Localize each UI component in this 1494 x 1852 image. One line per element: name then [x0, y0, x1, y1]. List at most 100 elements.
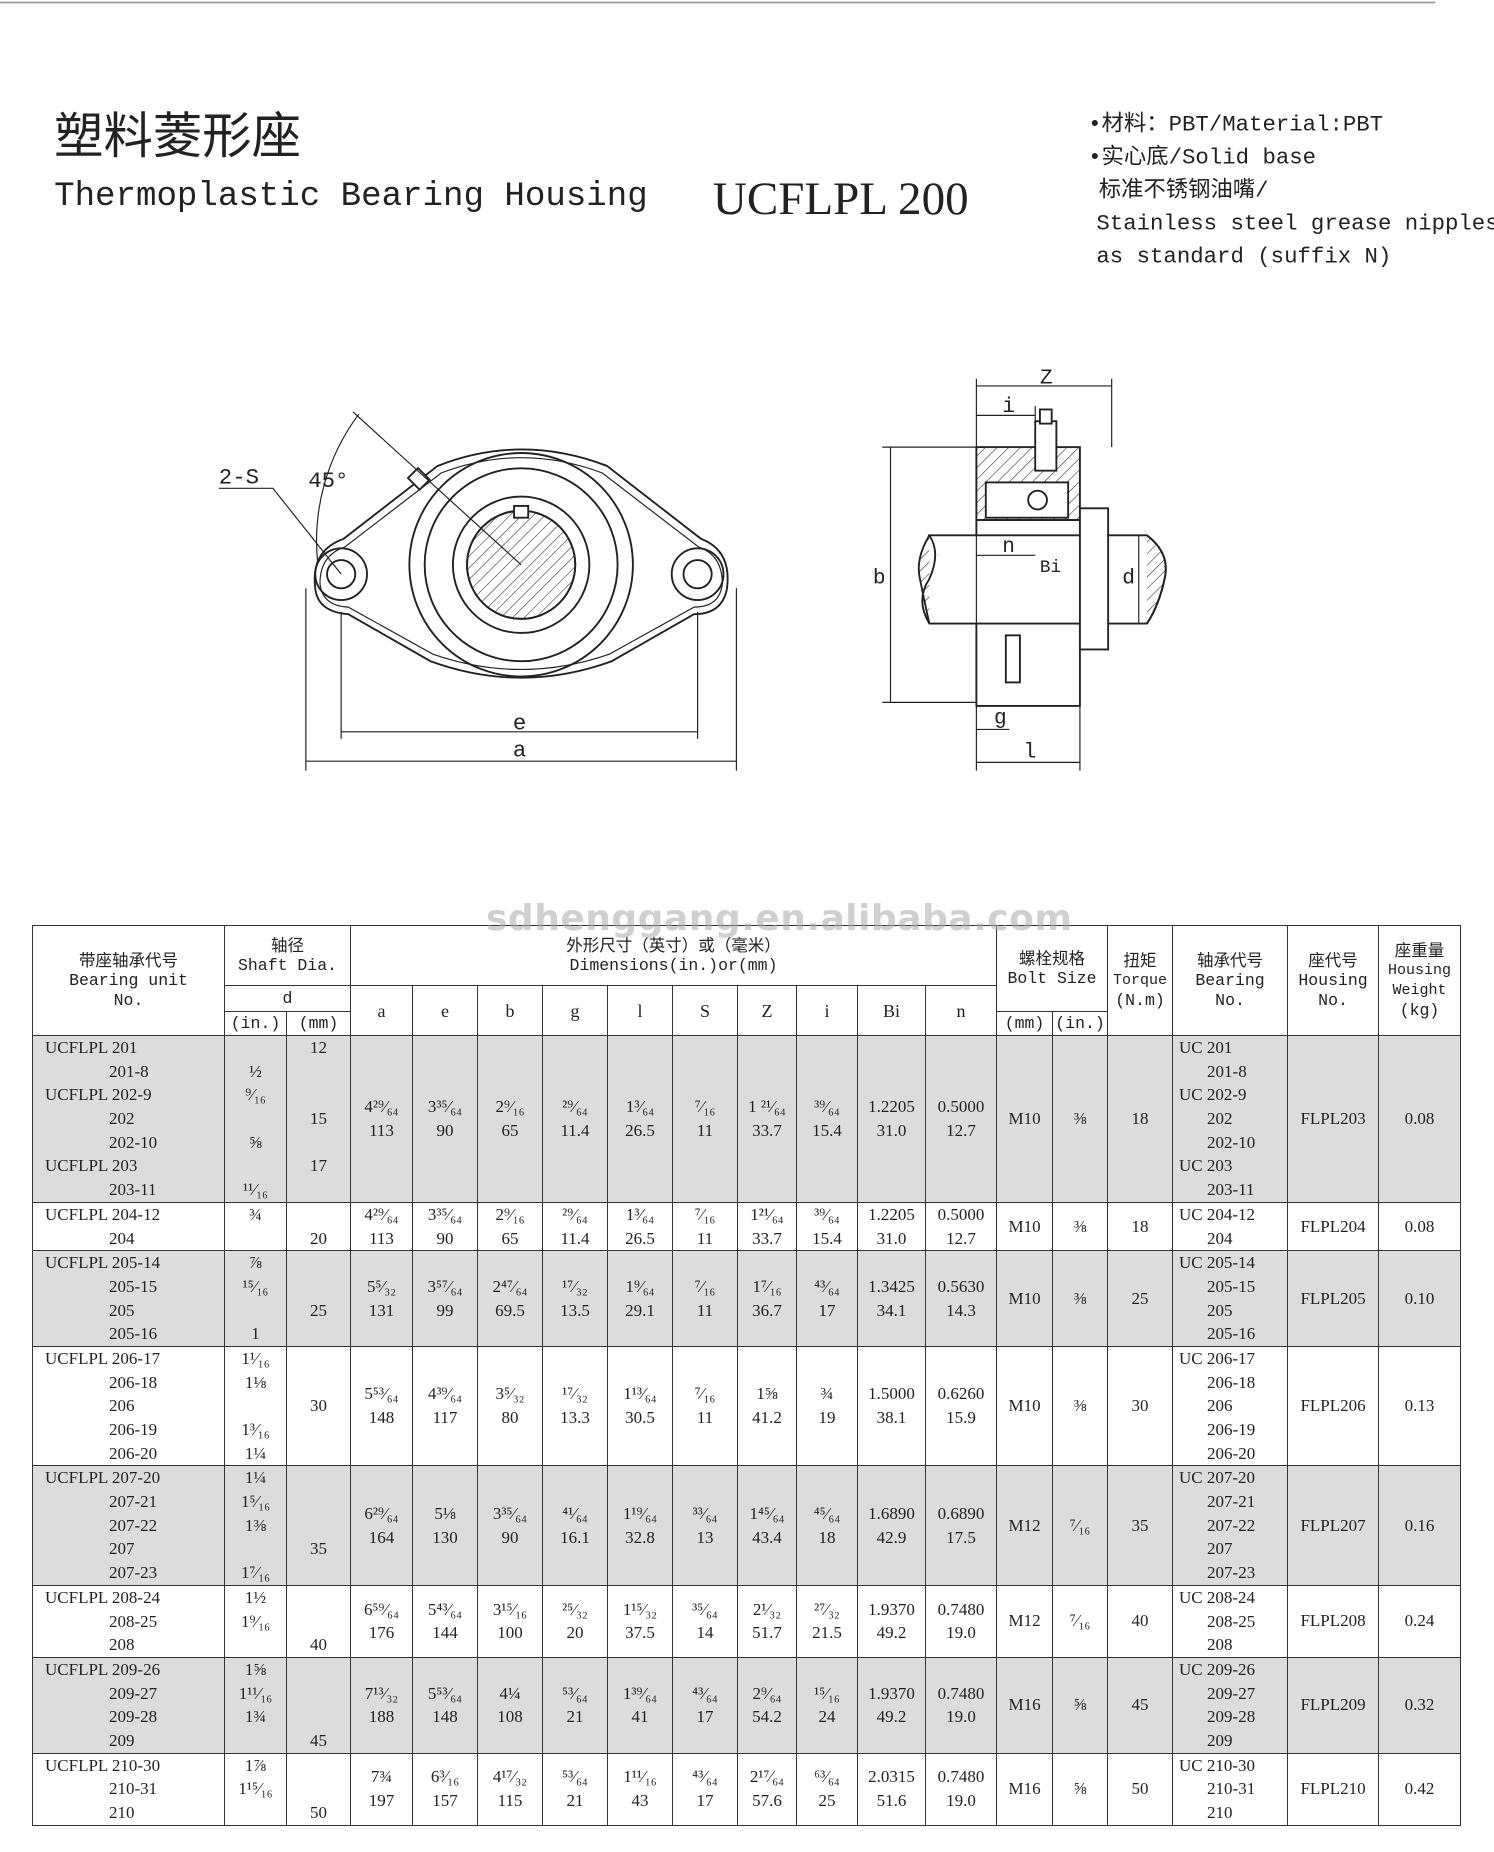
cell: 4²⁹⁄₆₄ 113 [350, 1201, 413, 1252]
cell: 50 [1107, 1752, 1174, 1826]
cell: 2⁹⁄₆₄ 54.2 [737, 1656, 797, 1754]
cell-text: 209 [109, 1730, 135, 1750]
header-text: No. [1215, 990, 1245, 1010]
cell: UCFLPL 210-30 210-31 210 [32, 1752, 225, 1826]
cell-text: 1.9370 [868, 1683, 915, 1703]
cell: ²⁵⁄₃₂ 20 [542, 1584, 608, 1658]
cell-text: 5⁵³⁄₆₄ [364, 1384, 399, 1404]
cell-text: UC 208-24 [1179, 1587, 1256, 1607]
spacer [226, 1729, 286, 1752]
cell-text: 33.7 [752, 1120, 782, 1140]
cell-text: ⁷⁄₁₆ [694, 1204, 716, 1224]
cell-text: ¹⁷⁄₃₂ [562, 1276, 588, 1296]
cell-text: 45 [310, 1730, 327, 1750]
spacer [288, 1131, 350, 1155]
cell: 0.32 [1378, 1656, 1462, 1754]
cell-text: 5⁵³⁄₆₄ [427, 1683, 463, 1703]
cell-text: 1³⁄₆₄ [625, 1097, 655, 1117]
cell-text: 37.5 [625, 1623, 655, 1643]
cell-text: 17.5 [946, 1527, 976, 1547]
cell-text: UC 204-12 [1179, 1204, 1256, 1224]
watermark: sdhenggang.en.alibaba.com [486, 898, 1073, 939]
cell: UC 210-30 210-31 210 [1172, 1752, 1289, 1826]
cell: 2.0315 51.6 [857, 1752, 926, 1826]
cell-text: 30 [310, 1396, 327, 1416]
cell: 6²⁹⁄₆₄ 164 [350, 1465, 413, 1586]
header-cell: 轴承代号 Bearing No. [1172, 925, 1289, 1036]
cell: ¹⁷⁄₃₂ 13.3 [542, 1345, 608, 1467]
cell-text: 130 [432, 1527, 458, 1547]
cell-text: 205-15 [109, 1276, 158, 1296]
header-cell: 轴径 Shaft Dia. [224, 925, 351, 986]
cell-text: 16.1 [560, 1527, 590, 1547]
cell: UCFLPL 209-26 209-27 209-28 209 [32, 1656, 225, 1754]
cell-text: 1.6890 [868, 1503, 915, 1523]
cell-text: ⅞ [249, 1253, 262, 1273]
cell: ⅜ [1052, 1250, 1109, 1347]
cell-text: 1³⁄₆₄ [625, 1204, 655, 1224]
cell-text: 35 [310, 1539, 327, 1559]
cell: M10 [996, 1250, 1054, 1347]
spacer [288, 1418, 350, 1442]
cell-text: 202-10 [1207, 1132, 1256, 1152]
model: UCFLPL 200 [713, 173, 969, 225]
cell-text: 0.10 [1404, 1288, 1435, 1308]
cell-text: 207-21 [109, 1492, 158, 1512]
label: l [1023, 741, 1036, 765]
cell: UCFLPL 207-20 207-21 207-22 207 207-23 [32, 1465, 225, 1586]
cell-text: 41.2 [752, 1408, 782, 1428]
spacer [288, 1371, 350, 1395]
cell: 0.08 [1378, 1201, 1462, 1252]
cell-text: 0.08 [1404, 1108, 1435, 1128]
cell-text: ²⁵⁄₃₂ [562, 1599, 588, 1619]
cell: ²⁷⁄₃₂ 21.5 [796, 1584, 858, 1658]
cell-text: 1⅛ [244, 1372, 267, 1392]
cell-text: 1⁵⁄₁₆ [240, 1492, 271, 1512]
spacer [226, 1107, 286, 1131]
cell-text: 207-22 [1207, 1515, 1256, 1535]
cell-text: FLPL205 [1300, 1288, 1366, 1308]
table-row: UCFLPL 204-12 204 ¾ 20 4²⁹⁄₆₄ 113 3³⁵⁄₆₄ 90 2⁹⁄₁… [32, 1201, 1462, 1252]
spacer [288, 1490, 350, 1514]
cell-text: ⅝ [1073, 1695, 1087, 1715]
cell-text: ²⁷⁄₃₂ [814, 1599, 840, 1619]
cell: 1⁷⁄₁₆ 36.7 [737, 1250, 797, 1347]
spacer [288, 1586, 350, 1609]
cell-text: ⁷⁄₁₆ [694, 1384, 716, 1404]
table-row: UCFLPL 209-26 209-27 209-28 209 1⅝ 1¹¹⁄₁₆ 1¾ 45… [32, 1656, 1462, 1754]
cell-text: 40 [310, 1635, 327, 1655]
cell-text: 201-8 [1207, 1061, 1247, 1081]
cell-text: FLPL207 [1300, 1515, 1366, 1535]
cell-text: 2⁹⁄₆₄ [752, 1683, 782, 1703]
cell-text: 1⁹⁄₆₄ [625, 1276, 655, 1296]
cell: FLPL209 [1287, 1656, 1380, 1754]
cell-text: 15.9 [946, 1408, 976, 1428]
cell-text: 54.2 [752, 1707, 782, 1727]
cell-text: 1¹¹⁄₁₆ [238, 1683, 273, 1703]
cell: 5⁴³⁄₆₄ 144 [412, 1584, 478, 1658]
cell-text: 2¹⁄₃₂ [752, 1599, 782, 1619]
spacer [288, 1252, 350, 1275]
header-cell: 扭矩 Torque (N.m) [1107, 925, 1174, 1036]
header-text: 轴径 [271, 935, 304, 955]
cell-text: 51.7 [752, 1623, 782, 1643]
header-text: Weight [1392, 981, 1447, 999]
header-cell: l [607, 985, 673, 1036]
cell-text: FLPL203 [1300, 1108, 1366, 1128]
cell-text: 21.5 [812, 1623, 842, 1643]
cell-text: UC 203 [1179, 1156, 1233, 1176]
cell-text: 20 [310, 1228, 327, 1248]
cell: ⅜ [1052, 1201, 1109, 1252]
cell-text: 31.0 [876, 1228, 907, 1248]
cell: 1.2205 31.0 [857, 1035, 926, 1203]
label: Z [1040, 367, 1053, 391]
cell-text: 206-18 [1207, 1372, 1256, 1392]
cell: M12 [996, 1584, 1054, 1658]
header-cell: n [924, 985, 998, 1036]
cell: 6⁵⁹⁄₆₄ 176 [350, 1584, 413, 1658]
cell: 0.7480 19.0 [924, 1656, 998, 1754]
cell-text: 11 [696, 1408, 714, 1428]
cell-text: 1¹¹⁄₁₆ [623, 1767, 657, 1787]
cell: UC 207-20 207-21 207-22 207 207-23 [1172, 1465, 1289, 1586]
